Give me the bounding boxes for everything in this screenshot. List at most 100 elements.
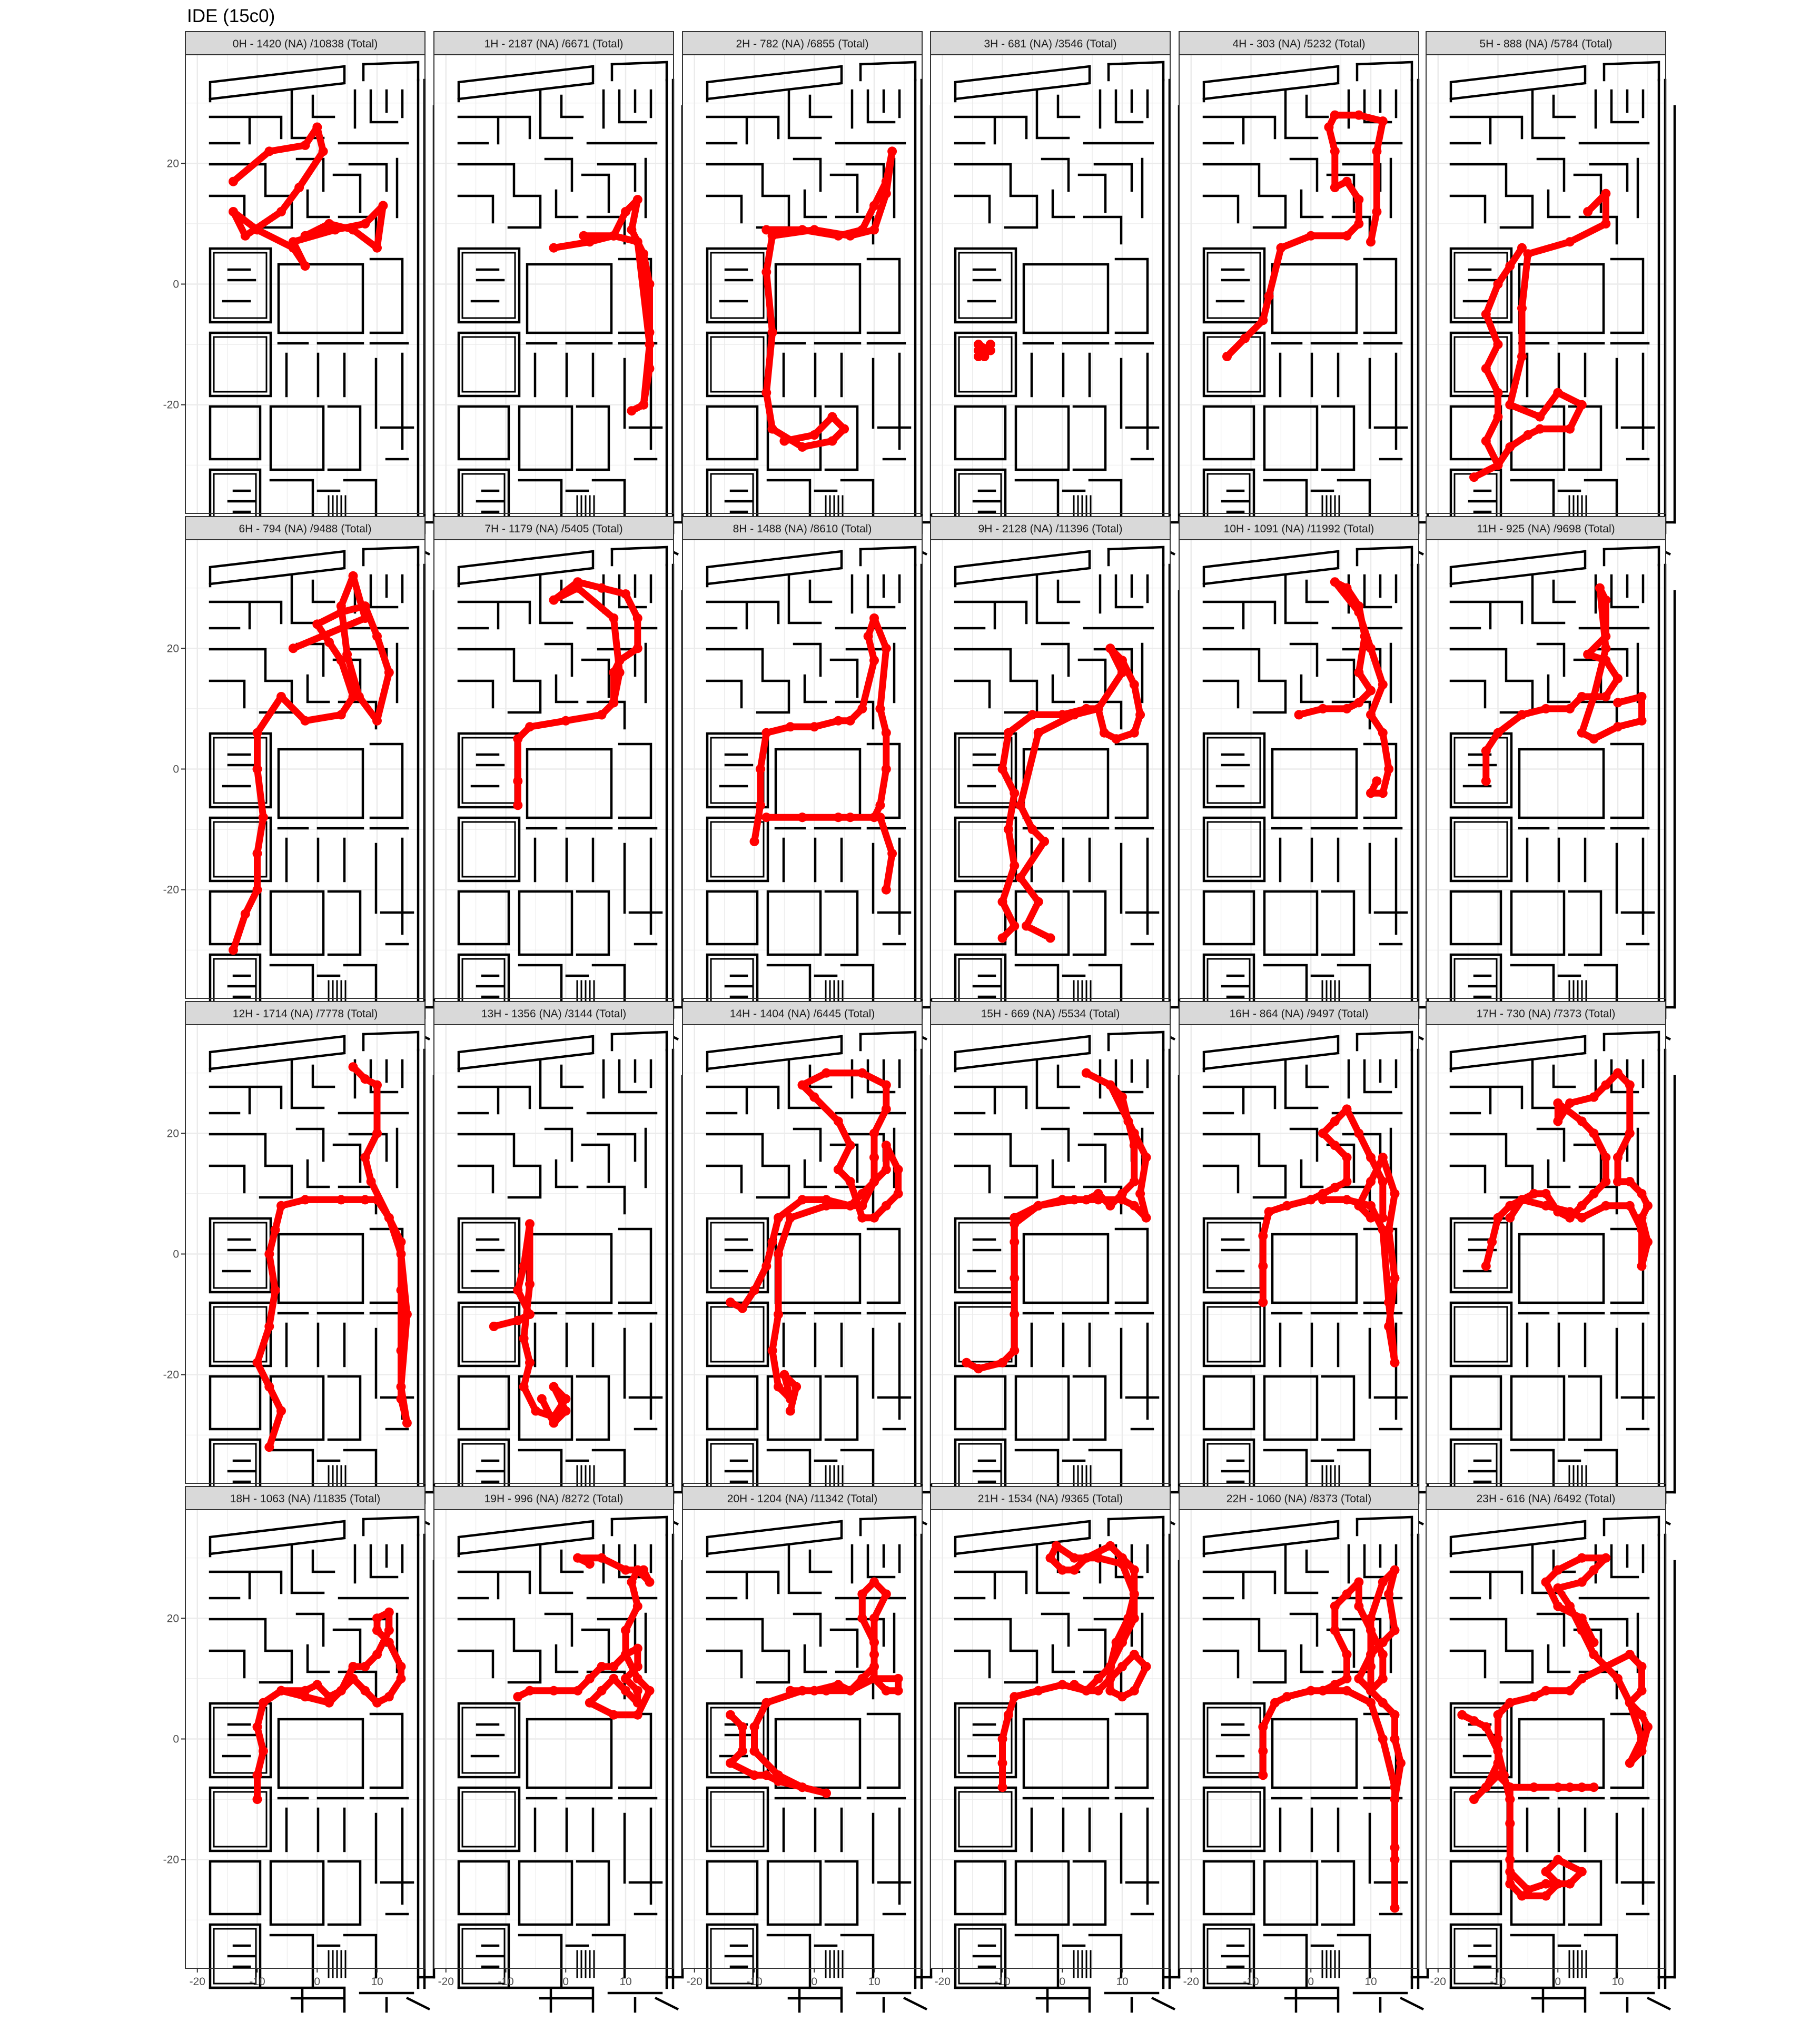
track-point — [1135, 1188, 1145, 1198]
track-point — [845, 1686, 855, 1696]
track-point — [1601, 1177, 1611, 1186]
track-point — [1523, 249, 1533, 259]
track-point — [827, 412, 837, 422]
track-point — [1081, 1553, 1091, 1563]
facet-strip — [1426, 1486, 1666, 1510]
facet-strip-label: 1H - 2187 (NA) /6671 (Total) — [484, 38, 624, 50]
track-point — [276, 1406, 286, 1416]
track-point — [1529, 1188, 1539, 1198]
track-point — [1469, 1795, 1479, 1805]
facet-panel: 17H - 730 (NA) /7373 (Total) — [1426, 1001, 1675, 1527]
track-point — [1378, 1177, 1388, 1186]
track-point — [857, 225, 867, 235]
track-point — [1366, 237, 1376, 247]
facet-panel: 4H - 303 (NA) /5232 (Total) — [1179, 31, 1428, 557]
track-point — [779, 1370, 789, 1380]
track-point — [1493, 1213, 1503, 1223]
track-point — [1222, 352, 1232, 361]
track-point — [1565, 237, 1575, 247]
track-point — [1643, 1722, 1653, 1732]
track-point — [1366, 1177, 1376, 1186]
track-point — [360, 1686, 370, 1696]
track-point — [1523, 430, 1533, 440]
track-point — [761, 1698, 771, 1708]
track-point — [809, 1092, 819, 1102]
track-point — [1637, 1213, 1647, 1223]
track-point — [1051, 1541, 1061, 1551]
track-point — [749, 1746, 759, 1756]
track-point — [1487, 1237, 1497, 1247]
x-tick-label: -10 — [249, 1976, 265, 1988]
track-point — [632, 237, 642, 247]
facet-panel: 8H - 1488 (NA) /8610 (Total) — [682, 516, 931, 1042]
track-point — [881, 1104, 891, 1114]
facet-strip — [433, 1001, 674, 1025]
track-point — [1601, 1201, 1611, 1211]
track-point — [360, 219, 370, 229]
track-point — [252, 1357, 262, 1367]
track-point — [360, 1153, 370, 1163]
track-point — [396, 1662, 406, 1671]
track-point — [997, 1782, 1007, 1792]
track-point — [372, 1613, 382, 1623]
facet-strip-label: 23H - 616 (NA) /6492 (Total) — [1477, 1493, 1616, 1505]
track-point — [360, 613, 370, 623]
track-point — [893, 1165, 903, 1175]
track-point — [1354, 1577, 1364, 1587]
facet-strip — [930, 1486, 1171, 1510]
track-point — [1129, 1686, 1139, 1696]
track-point — [396, 1394, 406, 1404]
track-point — [761, 388, 771, 398]
track-point — [1577, 728, 1587, 738]
facet-strip — [185, 31, 426, 55]
track-point — [312, 619, 322, 629]
track-point — [1637, 1188, 1647, 1198]
track-point — [869, 1128, 879, 1138]
track-point — [785, 1213, 795, 1223]
track-point — [774, 1249, 783, 1259]
track-point — [857, 1188, 867, 1198]
facet-panel: 2H - 782 (NA) /6855 (Total) — [682, 31, 931, 557]
track-point — [615, 668, 625, 678]
track-point — [1565, 1601, 1575, 1611]
track-point — [845, 812, 855, 822]
track-point — [348, 571, 358, 581]
track-point — [1637, 1734, 1647, 1744]
track-point — [1354, 110, 1364, 120]
x-tick-label: -20 — [1430, 1976, 1446, 1988]
track-point — [1105, 643, 1115, 653]
track-point — [869, 656, 879, 666]
track-point — [1589, 1092, 1599, 1102]
track-point — [857, 703, 867, 713]
track-point — [809, 1686, 819, 1696]
track-point — [1541, 703, 1551, 713]
track-point — [1577, 1625, 1587, 1636]
track-point — [579, 231, 589, 241]
track-point — [1342, 1686, 1352, 1696]
track-point — [997, 764, 1007, 774]
track-point — [761, 812, 771, 822]
track-point — [869, 1650, 879, 1660]
track-point — [1117, 656, 1127, 666]
track-point — [1129, 1565, 1139, 1575]
track-point — [1517, 710, 1527, 720]
facet-strip — [433, 1486, 674, 1510]
track-point — [869, 1153, 879, 1163]
track-point — [1342, 231, 1352, 241]
track-point — [974, 1364, 983, 1374]
track-point — [1613, 1673, 1623, 1683]
track-point — [621, 1650, 630, 1660]
track-point — [1493, 279, 1503, 289]
track-point — [519, 1333, 529, 1343]
x-tick-label: 0 — [811, 1976, 817, 1988]
track-point — [1378, 1577, 1388, 1587]
track-point — [749, 837, 759, 846]
track-point — [881, 1080, 891, 1090]
track-point — [549, 1382, 559, 1392]
track-point — [1027, 825, 1037, 835]
track-point — [537, 1394, 547, 1404]
track-point — [1565, 1686, 1575, 1696]
track-point — [881, 1686, 891, 1696]
track-point — [1354, 1128, 1364, 1138]
y-tick-label: 20 — [167, 1612, 179, 1624]
